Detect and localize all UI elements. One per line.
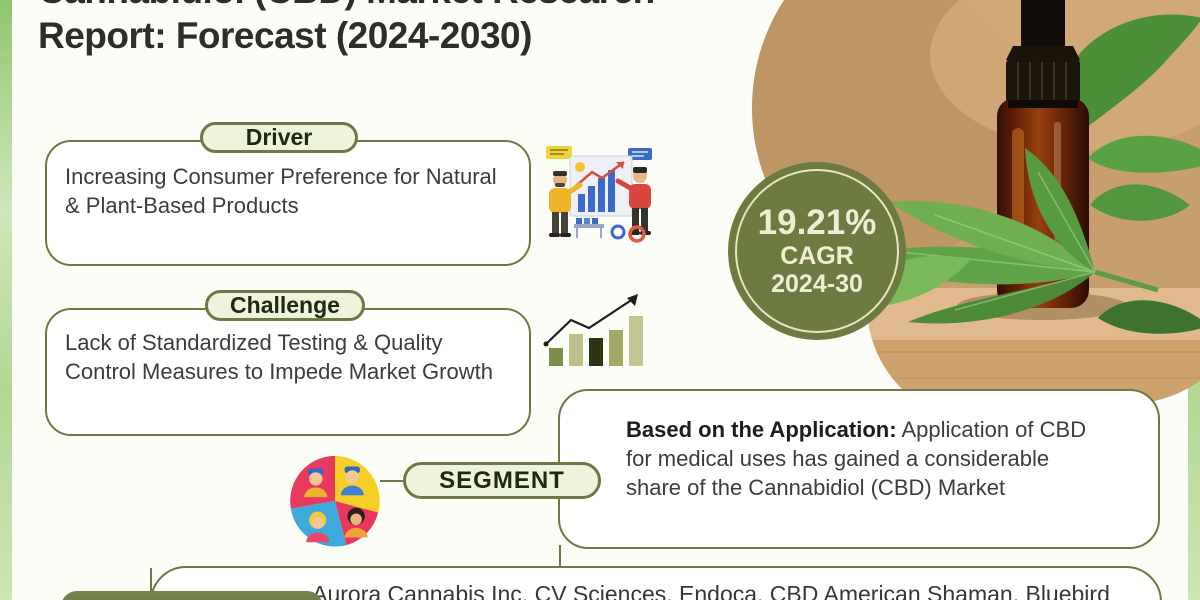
players-connector-line	[150, 568, 152, 592]
key-players-box: Aurora Cannabis Inc. CV Sciences, Endoca…	[150, 566, 1162, 600]
driver-text: Increasing Consumer Preference for Natur…	[65, 164, 497, 218]
key-players-text: Aurora Cannabis Inc. CV Sciences, Endoca…	[312, 581, 1110, 600]
presentation-chart-people-icon	[546, 146, 652, 243]
page-title-line2: Report: Forecast (2024-2030)	[38, 15, 532, 56]
cagr-value: 19.21%	[757, 203, 877, 242]
driver-badge: Driver	[200, 122, 358, 153]
audience-segments-icon	[290, 455, 380, 547]
segment-lead: Based on the Application:	[626, 417, 897, 442]
segment-text: Based on the Application: Application of…	[560, 391, 1156, 502]
cagr-circle: 19.21% CAGR 2024-30	[728, 162, 906, 340]
segment-badge: SEGMENT	[403, 462, 601, 499]
page-title-line1: Cannabidiol (CBD) Market Research	[38, 0, 655, 13]
segment-connector-line	[380, 480, 406, 482]
page-title: Cannabidiol (CBD) Market Research Report…	[38, 0, 655, 58]
cagr-label: CAGR	[780, 242, 854, 270]
rising-bar-chart-icon	[543, 294, 643, 366]
segment-box: Based on the Application: Application of…	[558, 389, 1160, 549]
left-accent-strip	[0, 0, 12, 600]
challenge-text: Lack of Standardized Testing & Quality C…	[65, 330, 493, 384]
challenge-badge: Challenge	[205, 290, 365, 321]
challenge-box: Lack of Standardized Testing & Quality C…	[45, 308, 531, 436]
cagr-period: 2024-30	[771, 270, 863, 298]
key-players-badge	[61, 591, 323, 600]
segment-body: Application of CBD for medical uses has …	[626, 417, 1087, 500]
driver-box: Increasing Consumer Preference for Natur…	[45, 140, 531, 266]
bottom-connector-line	[559, 545, 561, 567]
